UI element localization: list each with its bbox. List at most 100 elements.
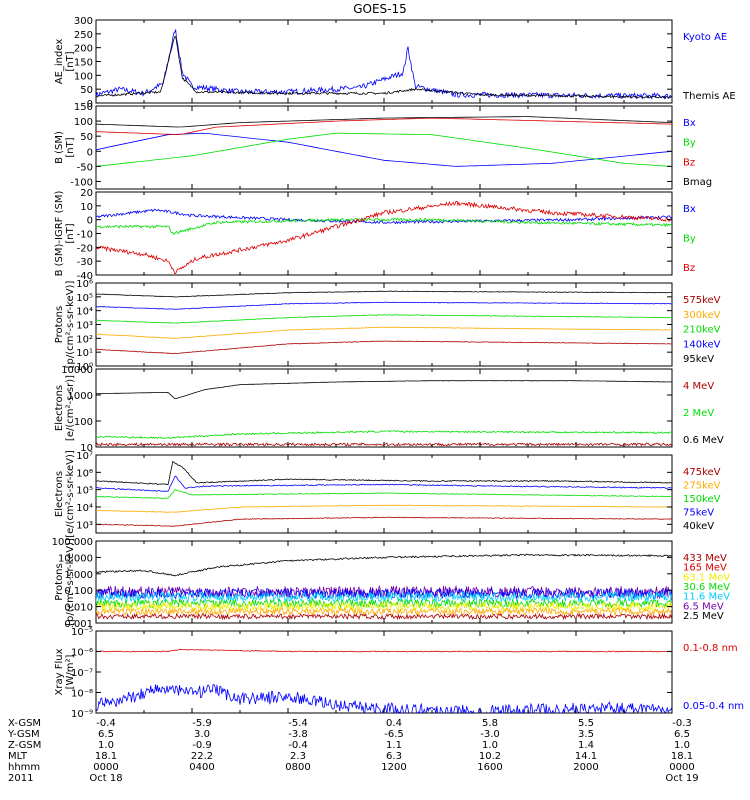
x-row-value: -0.3 [672,718,692,729]
legend-entry: 30.6 MeV [683,582,730,593]
legend-entry: 40keV [683,521,714,532]
panel-1: 300 250 200 150 100 50 0 AE_index[nT] Kyoto AE Th… [54,16,736,110]
series-group [96,29,672,100]
series-line-11-6-mev [96,590,672,604]
legend-entry: 165 MeV [683,563,727,574]
panel-frame [95,540,673,624]
x-row-value: 3.0 [194,729,210,740]
x-row-value: 2000 [573,762,598,773]
series-line-0-05-0-4-nm [96,684,672,713]
legend-entry: 4 MeV [683,381,714,392]
y-axis-label: Electrons[e/(cm²-s-sr-keV)] [54,450,76,538]
y-tick-label: 0 [87,216,93,227]
legend-entry: 575keV [683,295,721,306]
series-line-75kev [96,475,672,492]
x-row-value: 5.8 [482,718,498,729]
y-tick-label: 0 [87,99,93,110]
x-row-value: -3.0 [480,729,500,740]
panel-frame [95,282,673,367]
y-tick-label: 100 [74,71,93,82]
series-line-475kev [96,516,672,527]
x-row-value: Oct 19 [665,773,698,784]
y-tick-label: 10⁰ [76,362,93,373]
legend-entry: Bmag [683,177,712,188]
panel-6: 10⁷ 10⁶ 10⁵ 10⁴ 10³Electrons[e/(cm²-s-sr-keV… [54,450,721,538]
y-tick-label: 10⁻⁶ [71,648,93,659]
legend-entry: 0.05-0.4 nm [683,701,744,712]
x-row-value: 0400 [189,762,214,773]
x-row-label: hhmm [8,762,40,773]
y-axis-label: Protons[p/(cm²-s-sr-keV)] [54,281,76,369]
y-tick-label: 100.000 [52,537,93,548]
x-row-value: 1.0 [482,740,498,751]
series-line-themis-ae [96,36,672,100]
y-tick-label: 150 [74,102,93,113]
series-line-kyoto-ae [96,29,672,100]
series-line-575kev [96,340,672,355]
legend-entry: 210keV [683,325,721,336]
legend-entry: Bz [683,263,695,274]
x-row-value: -5.9 [192,718,212,729]
y-tick-label: 10⁷ [76,451,93,462]
y-tick-label: 10³ [76,520,93,531]
x-row-value: 10.2 [479,751,501,762]
y-tick-label: -20 [77,243,93,254]
x-row-value: 3.5 [578,729,594,740]
series-line-300kev [96,326,672,339]
figure-title: GOES-15 [353,2,407,16]
x-row-label: Y-GSM [7,729,40,740]
x-row-value: 0000 [93,762,118,773]
legend-entry: 11.6 MeV [683,592,730,603]
y-tick-label: 10 [80,443,93,454]
series-line-210kev [96,314,672,324]
legend-entry: 0.1-0.8 nm [683,643,738,654]
x-row-value: -3.8 [288,729,308,740]
series-group [96,200,672,275]
y-axis-label: B (SM)-IGRF (SM)[nT] [54,191,76,277]
y-tick-label: 10⁵ [76,293,93,304]
legend-entry: 0.6 MeV [683,435,724,446]
legend-entry: Bx [683,118,696,129]
legend-entry: Kyoto AE [683,32,727,43]
series-line-140kev [96,301,672,310]
panel-7: 100.000 10.000 1.000 0.100 0.010 0.001Protons… [52,537,731,630]
x-row-value: 1600 [477,762,502,773]
x-row-value: 6.5 [98,729,114,740]
series-line-by [96,217,672,235]
series-group [96,460,672,527]
x-row-value: 22.2 [191,751,213,762]
series-line-bz [96,117,672,136]
y-tick-label: 10⁶ [76,279,93,290]
legend-entry: 275keV [683,481,721,492]
panel-frame [95,19,673,104]
y-tick-label: 10⁶ [76,468,93,479]
x-row-value: 0000 [669,762,694,773]
series-line-0-1-0-8-nm [96,648,672,653]
y-tick-label: 10⁴ [76,503,93,514]
series-line-0-6-mev [96,380,672,399]
y-tick-label: 0.010 [64,603,93,614]
legend-entry: By [683,234,696,245]
legend-entry: Bz [683,157,695,168]
x-row-label: 2011 [8,773,33,784]
legend-entry: 433 MeV [683,553,727,564]
x-row-value: Oct 18 [89,773,122,784]
panel-5: 10000 1000 100 10 Electrons[e/(cm²-s-sr)] 4 M… [54,365,724,454]
x-row-value: -6.5 [384,729,404,740]
y-tick-label: -100 [70,177,93,188]
legend-entry: 475keV [683,467,721,478]
y-tick-label: 100 [74,417,93,428]
legend-entry: 6.5 MeV [683,601,724,612]
series-line-by [96,132,672,167]
y-tick-label: 1000 [68,391,93,402]
series-line-2-mev [96,430,672,440]
x-axis-table: X-GSM -0.4 -5.9 -5.4 0.4 5.8 5.5 -0.3 Y-GSM 6.5 3.… [7,718,699,784]
y-tick-label: 10.000 [58,553,93,564]
panel-frame [95,454,673,534]
legend-entry: Bx [683,204,696,215]
series-group [96,648,672,713]
y-tick-label: 0 [87,147,93,158]
x-row-value: 18.1 [671,751,693,762]
series-group [96,116,672,167]
